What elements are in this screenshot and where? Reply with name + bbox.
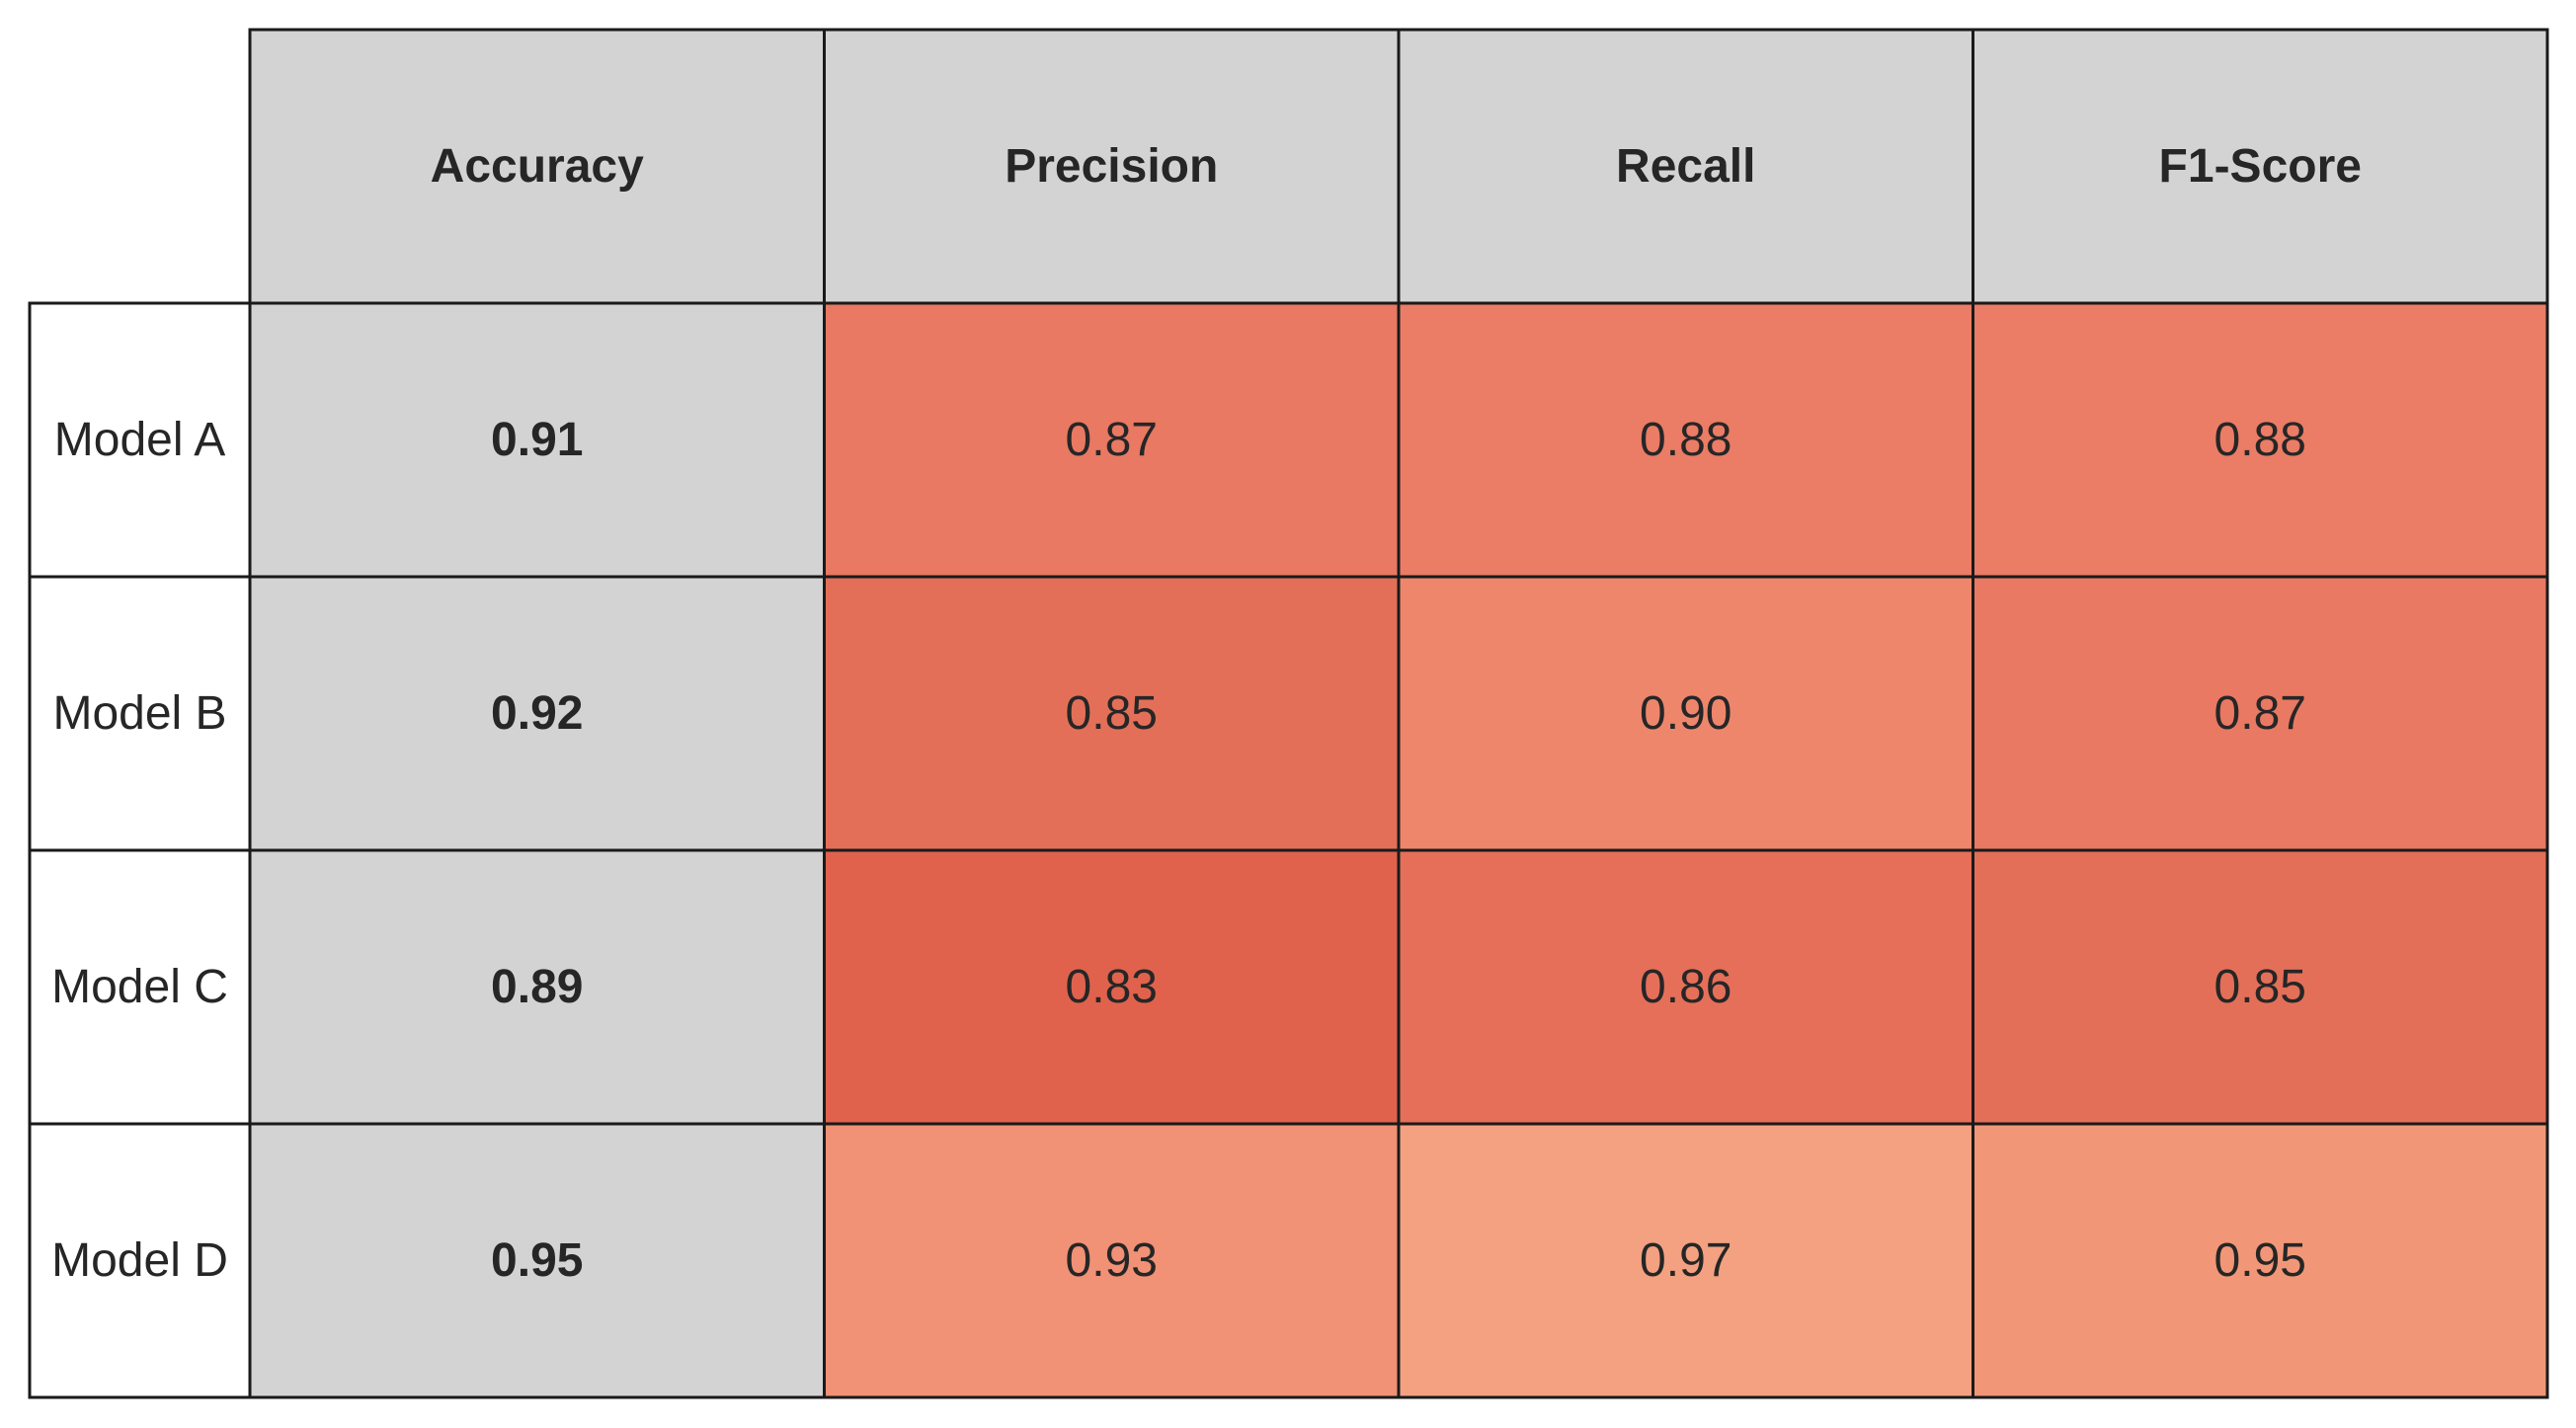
column-header-cell bbox=[823, 28, 1401, 305]
value-cell bbox=[248, 301, 826, 579]
column-header-label: F1-Score bbox=[2159, 140, 2362, 193]
value-cell bbox=[248, 1122, 826, 1399]
column-header-label: Accuracy bbox=[431, 140, 644, 193]
value-label: 0.87 bbox=[2214, 687, 2306, 740]
value-cell bbox=[823, 1122, 1401, 1399]
value-cell bbox=[1397, 301, 1974, 579]
value-label: 0.93 bbox=[1066, 1234, 1158, 1287]
row-label-cell bbox=[28, 575, 252, 852]
row-label: Model D bbox=[51, 1234, 228, 1287]
value-cell bbox=[1972, 575, 2549, 852]
value-cell bbox=[1397, 1122, 1974, 1399]
value-label: 0.88 bbox=[1640, 414, 1731, 466]
column-header-cell bbox=[1972, 28, 2549, 305]
value-cell bbox=[1397, 848, 1974, 1126]
value-label: 0.91 bbox=[491, 414, 583, 466]
column-header-label: Recall bbox=[1616, 140, 1755, 193]
row-label: Model B bbox=[52, 687, 226, 740]
value-label: 0.95 bbox=[2214, 1234, 2306, 1287]
value-label: 0.85 bbox=[1066, 687, 1158, 740]
value-label: 0.88 bbox=[2214, 414, 2306, 466]
value-label: 0.85 bbox=[2214, 961, 2306, 1013]
value-cell bbox=[1972, 848, 2549, 1126]
value-cell bbox=[823, 848, 1401, 1126]
value-cell bbox=[1972, 1122, 2549, 1399]
column-header-cell bbox=[248, 28, 826, 305]
value-cell bbox=[823, 575, 1401, 852]
value-label: 0.90 bbox=[1640, 687, 1731, 740]
value-label: 0.87 bbox=[1066, 414, 1158, 466]
value-label: 0.95 bbox=[491, 1234, 583, 1287]
column-header-label: Precision bbox=[1005, 140, 1218, 193]
value-label: 0.83 bbox=[1066, 961, 1158, 1013]
value-label: 0.86 bbox=[1640, 961, 1731, 1013]
value-cell bbox=[248, 848, 826, 1126]
row-label-cell bbox=[28, 301, 252, 579]
row-label: Model C bbox=[51, 961, 228, 1013]
value-cell bbox=[1397, 575, 1974, 852]
value-label: 0.89 bbox=[491, 961, 583, 1013]
row-label-cell bbox=[28, 1122, 252, 1399]
value-label: 0.97 bbox=[1640, 1234, 1731, 1287]
column-header-cell bbox=[1397, 28, 1974, 305]
value-label: 0.92 bbox=[491, 687, 583, 740]
row-label: Model A bbox=[54, 414, 225, 466]
